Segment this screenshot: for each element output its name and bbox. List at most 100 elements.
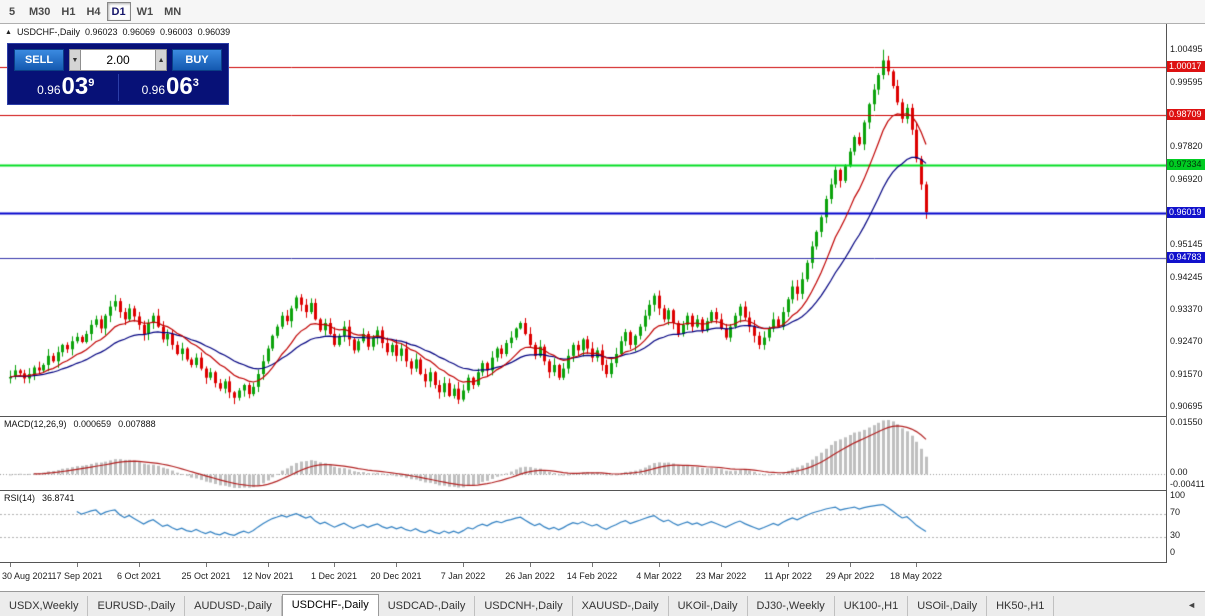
axis-tick-label: 0.95145 <box>1170 239 1203 249</box>
date-axis-tick <box>592 563 593 567</box>
axis-tick-label: 0.93370 <box>1170 304 1203 314</box>
date-axis-tick <box>10 563 11 567</box>
chart-tab-usdx-weekly[interactable]: USDX,Weekly <box>0 596 89 616</box>
date-axis-tick <box>77 563 78 567</box>
volume-input[interactable] <box>80 49 156 71</box>
chart-tab-hk50-h1[interactable]: HK50-,H1 <box>987 596 1055 616</box>
volume-control: ▼ ▲ <box>69 49 168 71</box>
rsi-name: RSI(14) <box>4 493 36 503</box>
price-level-tag: 0.94783 <box>1167 252 1205 263</box>
bid-price-base: 0.96 <box>37 83 61 97</box>
date-axis-tick <box>659 563 660 567</box>
chart-tab-ukoil-daily[interactable]: UKOil-,Daily <box>669 596 748 616</box>
date-axis-label: 11 Apr 2022 <box>764 571 812 581</box>
date-axis-tick <box>530 563 531 567</box>
bid-price-pips: 03 <box>61 73 89 100</box>
chart-symbol-label: USDCHF-,Daily <box>16 27 80 37</box>
ask-price-base: 0.96 <box>141 83 166 97</box>
axis-tick-label: 30 <box>1170 530 1181 540</box>
date-axis-tick <box>788 563 789 567</box>
chart-tab-usoil-daily[interactable]: USOil-,Daily <box>908 596 988 616</box>
price-level-tag: 0.97334 <box>1167 159 1205 170</box>
rsi-value: 36.8741 <box>42 493 75 503</box>
date-axis-tick <box>206 563 207 567</box>
macd-signal-value: 0.007888 <box>118 419 156 429</box>
chart-tab-usdcad-daily[interactable]: USDCAD-,Daily <box>379 596 476 616</box>
timeframe-button-5[interactable]: 5 <box>1 2 23 21</box>
date-axis-tick <box>334 563 335 567</box>
macd-label: MACD(12,26,9) 0.000659 0.007888 <box>4 419 156 429</box>
timeframe-button-mn[interactable]: MN <box>159 2 186 21</box>
axis-tick-label: -0.00411 <box>1170 479 1205 489</box>
sell-button[interactable]: SELL <box>14 49 64 71</box>
chart-tab-usdcnh-daily[interactable]: USDCNH-,Daily <box>475 596 573 616</box>
axis-tick-label: 0.94245 <box>1170 272 1203 282</box>
tab-scroll-left-icon[interactable]: ◄ <box>1181 599 1202 611</box>
macd-name: MACD(12,26,9) <box>4 419 67 429</box>
axis-tick-label: 0.92470 <box>1170 336 1203 346</box>
buy-button[interactable]: BUY <box>172 49 222 71</box>
axis-tick-label: 100 <box>1170 490 1186 500</box>
timeframe-button-d1[interactable]: D1 <box>106 2 131 21</box>
price-chart-panel: ▲ USDCHF-,Daily 0.96023 0.96069 0.96003 … <box>0 24 1166 416</box>
date-axis-label: 1 Dec 2021 <box>310 571 358 581</box>
chart-tab-eurusd-daily[interactable]: EURUSD-,Daily <box>88 596 186 616</box>
chart-tab-usdchf-daily[interactable]: USDCHF-,Daily <box>281 594 379 616</box>
date-axis-tick <box>916 563 917 567</box>
volume-increase-button[interactable]: ▲ <box>155 49 168 71</box>
rsi-canvas[interactable] <box>0 491 1166 564</box>
timeframe-button-w1[interactable]: W1 <box>132 2 159 21</box>
one-click-toggle-icon[interactable]: ▲ <box>5 28 12 36</box>
date-axis-label: 18 May 2022 <box>889 571 943 581</box>
date-axis: 30 Aug 2021 17 Sep 2021 6 Oct 2021 25 Oct 2… <box>0 563 1205 591</box>
macd-main-value: 0.000659 <box>73 419 112 429</box>
axis-tick-label: 0.01550 <box>1170 417 1203 427</box>
bid-price-display[interactable]: 0.96039 <box>14 74 119 101</box>
timeframe-button-h4[interactable]: H4 <box>81 2 105 21</box>
date-axis-label: 29 Apr 2022 <box>825 571 875 581</box>
axis-tick-label: 0.00 <box>1170 467 1188 477</box>
chart-tab-dj30-weekly[interactable]: DJ30-,Weekly <box>748 596 835 616</box>
ask-price-pips: 06 <box>166 73 193 100</box>
date-axis-tick <box>463 563 464 567</box>
date-axis-label: 26 Jan 2022 <box>505 571 555 581</box>
one-click-trading-panel: SELL ▼ ▲ BUY 0.96039 0.96063 <box>7 43 229 105</box>
timeframe-button-m30[interactable]: M30 <box>24 2 55 21</box>
axis-tick-label: 0.97820 <box>1170 141 1203 151</box>
axis-tick-label: 0.91570 <box>1170 369 1203 379</box>
axis-tick-label: 0 <box>1170 547 1176 557</box>
date-axis-tick <box>396 563 397 567</box>
price-axis: 1.00495 1.00017 0.99595 0.98709 0.97820 0.973… <box>1166 24 1205 563</box>
axis-tick-label: 70 <box>1170 507 1181 517</box>
axis-tick-label: 0.96920 <box>1170 174 1203 184</box>
price-level-tag: 0.96019 <box>1167 207 1205 218</box>
timeframe-button-h1[interactable]: H1 <box>56 2 80 21</box>
date-axis-tick <box>268 563 269 567</box>
chart-tab-audusd-daily[interactable]: AUDUSD-,Daily <box>185 596 282 616</box>
date-axis-tick <box>721 563 722 567</box>
bid-price-point: 9 <box>88 77 95 89</box>
date-axis-label: 30 Aug 2021 <box>2 571 53 581</box>
price-level-tag: 0.98709 <box>1167 109 1205 120</box>
date-axis-label: 7 Jan 2022 <box>440 571 486 581</box>
date-axis-tick <box>850 563 851 567</box>
price-level-tag: 1.00017 <box>1167 61 1205 72</box>
date-axis-label: 6 Oct 2021 <box>116 571 162 581</box>
axis-tick-label: 0.99595 <box>1170 77 1203 87</box>
chart-tab-xauusd-daily[interactable]: XAUUSD-,Daily <box>573 596 669 616</box>
ask-price-display[interactable]: 0.96063 <box>119 74 223 101</box>
rsi-indicator-panel: RSI(14) 36.8741 <box>0 490 1166 564</box>
axis-tick-label: 0.90695 <box>1170 401 1203 411</box>
macd-indicator-panel: MACD(12,26,9) 0.000659 0.007888 <box>0 416 1166 491</box>
timeframe-toolbar: 5 M30 H1 H4 D1 W1 MN <box>0 0 1205 24</box>
chart-tab-uk100-h1[interactable]: UK100-,H1 <box>835 596 909 616</box>
date-axis-label: 12 Nov 2021 <box>242 571 294 581</box>
volume-decrease-button[interactable]: ▼ <box>69 49 81 71</box>
date-axis-label: 14 Feb 2022 <box>566 571 618 581</box>
macd-canvas[interactable] <box>0 417 1166 491</box>
chart-header: ▲ USDCHF-,Daily 0.96023 0.96069 0.96003 … <box>5 27 230 37</box>
rsi-label: RSI(14) 36.8741 <box>4 493 75 503</box>
ask-price-point: 3 <box>192 77 199 89</box>
date-axis-label: 25 Oct 2021 <box>181 571 231 581</box>
